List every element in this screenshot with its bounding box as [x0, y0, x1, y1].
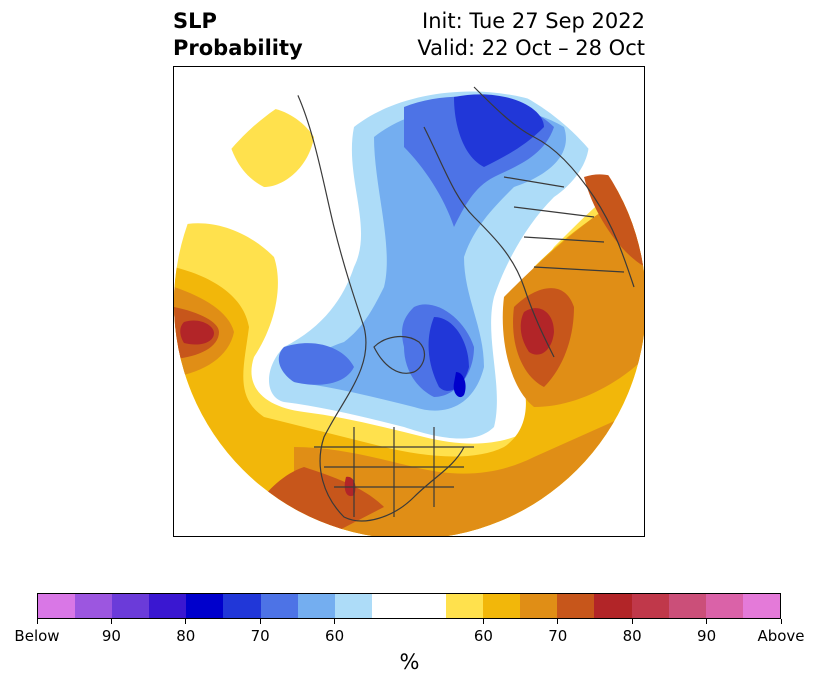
colorbar-segment — [371, 594, 409, 618]
colorbar-segment — [334, 594, 372, 618]
below-65-region — [294, 105, 566, 411]
colorbar-segment — [186, 594, 224, 618]
colorbar-segment — [446, 594, 484, 618]
colorbar-unit: % — [399, 650, 420, 674]
colorbar-tick-label: 80 — [176, 627, 196, 645]
colorbar-tick — [110, 619, 112, 624]
colorbar-segment — [223, 594, 261, 618]
colorbar-tick — [36, 619, 38, 624]
colorbar-tick — [185, 619, 187, 624]
colorbar-segment — [260, 594, 298, 618]
colorbar-segment — [668, 594, 706, 618]
colorbar-segment — [297, 594, 335, 618]
colorbar-segment — [75, 594, 113, 618]
title-variable: SLP — [173, 9, 217, 33]
colorbar-tick — [706, 619, 708, 624]
init-date: Init: Tue 27 Sep 2022 — [422, 9, 645, 33]
colorbar-segment — [483, 594, 521, 618]
above-65-region — [174, 187, 644, 536]
colorbar-tick — [557, 619, 559, 624]
colorbar-segment — [38, 594, 76, 618]
colorbar-tick — [259, 619, 261, 624]
colorbar-tick-label: 60 — [473, 627, 493, 645]
below-70-region — [278, 96, 554, 397]
below-80-region — [453, 372, 466, 398]
colorbar-tick-label: 60 — [325, 627, 345, 645]
map-dates: Init: Tue 27 Sep 2022 Valid: 22 Oct – 28… — [417, 8, 645, 62]
colorbar-segment — [520, 594, 558, 618]
colorbar-tick — [482, 619, 484, 624]
colorbar-segment — [112, 594, 150, 618]
colorbar-tick — [334, 619, 336, 624]
below-75-region — [428, 94, 544, 391]
title-product: Probability — [173, 36, 303, 60]
colorbar-tick-label: Above — [757, 627, 805, 645]
colorbar-segment — [557, 594, 595, 618]
coastlines — [293, 86, 635, 522]
colorbar-tick-label: 80 — [622, 627, 642, 645]
polar-map — [174, 67, 644, 536]
colorbar-segment — [705, 594, 743, 618]
colorbar-tick — [780, 619, 782, 624]
colorbar-segment — [408, 594, 447, 618]
colorbar-segment — [631, 594, 669, 618]
valid-range: Valid: 22 Oct – 28 Oct — [417, 36, 645, 60]
map-panel — [173, 66, 645, 537]
colorbar-segment — [742, 594, 780, 618]
map-title: SLP Probability — [173, 8, 303, 62]
colorbar-tick-label: 90 — [697, 627, 717, 645]
colorbar-tick-label: 90 — [101, 627, 121, 645]
colorbar-segment — [594, 594, 632, 618]
colorbar-segment — [149, 594, 187, 618]
colorbar — [37, 593, 781, 619]
above-70-region — [174, 192, 644, 536]
colorbar-tick-label: Below — [14, 627, 60, 645]
colorbar-tick-label: 70 — [250, 627, 270, 645]
colorbar-tick-label: 70 — [548, 627, 568, 645]
colorbar-tick — [631, 619, 633, 624]
above-75-region — [174, 174, 644, 536]
